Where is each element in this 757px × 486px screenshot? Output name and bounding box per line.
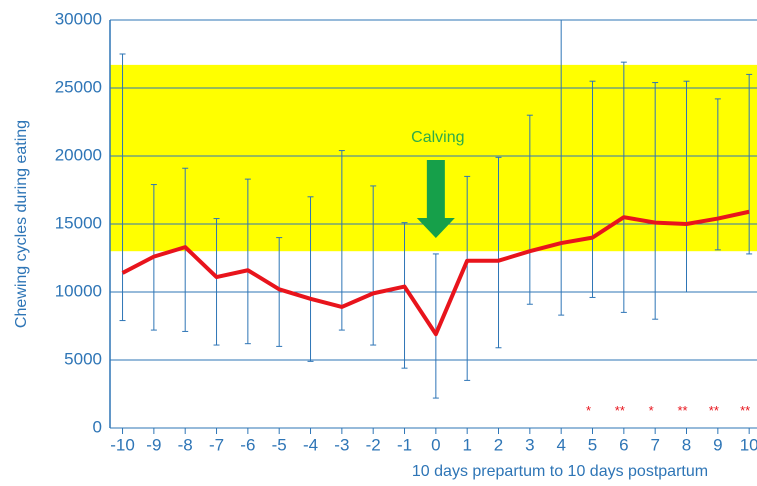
y-tick-label: 5000 [64, 349, 102, 368]
x-tick-label: -10 [110, 435, 135, 454]
error-bar [213, 218, 220, 346]
y-axis-title: Chewing cycles during eating [13, 120, 30, 328]
error-bar [307, 196, 314, 362]
x-tick-label: 1 [462, 435, 471, 454]
x-tick-label: 9 [713, 435, 722, 454]
significance-marker: ** [615, 403, 625, 418]
significance-marker: * [649, 403, 654, 418]
error-bar [244, 178, 251, 345]
error-bar [464, 175, 471, 381]
x-tick-label: -7 [209, 435, 224, 454]
x-tick-label: -9 [146, 435, 161, 454]
x-tick-label: 7 [650, 435, 659, 454]
x-tick-label: -6 [240, 435, 255, 454]
x-tick-label: -3 [334, 435, 349, 454]
x-tick-label: 6 [619, 435, 628, 454]
x-tick-label: -1 [397, 435, 412, 454]
error-bar [714, 98, 721, 251]
error-bar [276, 237, 283, 347]
event-label: Calving [411, 129, 464, 146]
y-tick-label: 15000 [55, 213, 102, 232]
error-bar [746, 73, 753, 255]
error-bar [432, 253, 439, 399]
error-bar [338, 150, 345, 331]
y-tick-label: 30000 [55, 9, 102, 28]
y-tick-label: 25000 [55, 77, 102, 96]
error-bar [119, 53, 126, 322]
x-tick-label: 10 [740, 435, 757, 454]
error-bar [558, 19, 565, 316]
x-axis-title: 10 days prepartum to 10 days postpartum [412, 463, 708, 480]
x-tick-label: 4 [556, 435, 565, 454]
x-tick-label: 5 [588, 435, 597, 454]
y-tick-label: 0 [93, 417, 102, 436]
error-bar [370, 185, 377, 346]
x-tick-label: 2 [494, 435, 503, 454]
x-tick-label: -8 [178, 435, 193, 454]
error-bar [401, 222, 408, 369]
error-bar [683, 80, 690, 293]
event-arrow [416, 160, 455, 238]
error-bar [526, 114, 533, 305]
error-bar [620, 61, 627, 313]
data-line [121, 209, 750, 337]
x-tick-label: -5 [272, 435, 287, 454]
x-tick-label: 0 [431, 435, 440, 454]
y-tick-label: 10000 [55, 281, 102, 300]
x-tick-label: -2 [366, 435, 381, 454]
significance-marker: ** [677, 403, 687, 418]
y-tick-label: 20000 [55, 145, 102, 164]
error-bar [652, 82, 659, 320]
significance-marker: ** [709, 403, 719, 418]
significance-marker: * [586, 403, 591, 418]
error-bar [589, 80, 596, 298]
error-bar [495, 156, 502, 349]
x-tick-label: 8 [682, 435, 691, 454]
x-tick-label: -4 [303, 435, 318, 454]
x-tick-label: 3 [525, 435, 534, 454]
significance-marker: ** [740, 403, 750, 418]
